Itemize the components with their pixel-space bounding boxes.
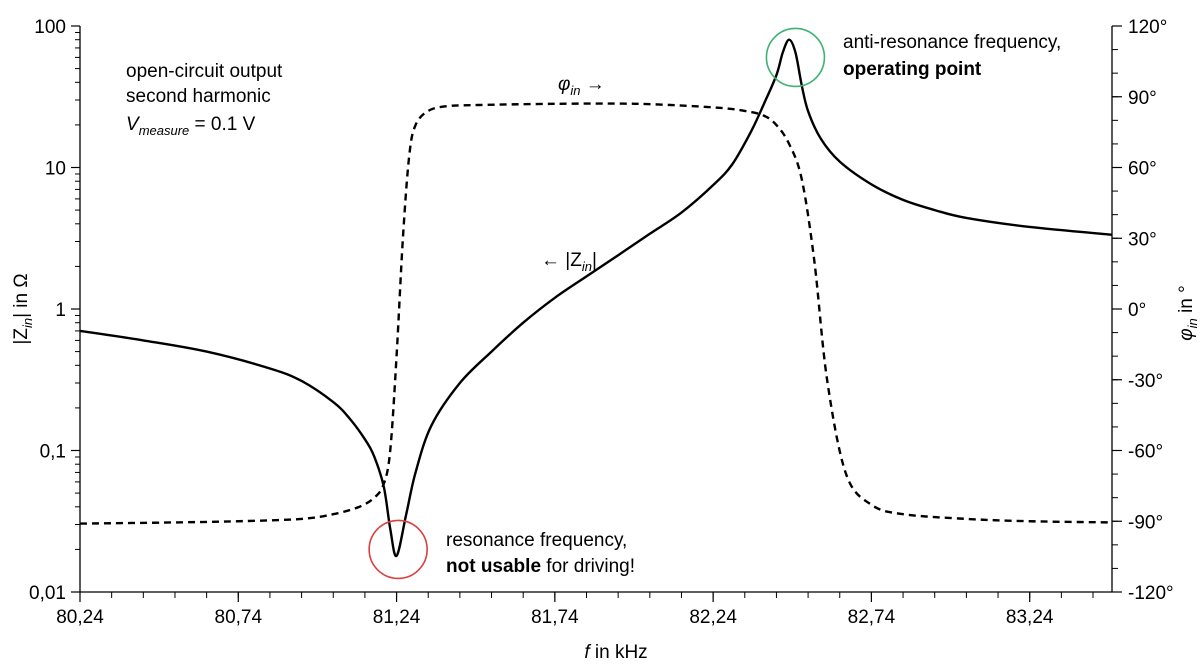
y-left-tick-label: 0,01 [29,583,66,604]
y-right-tick-label: 120° [1128,17,1167,38]
y-right-axis-title: φin in ° [1176,285,1200,340]
y-right-tick-label: -30° [1128,371,1163,392]
y-right-tick-label: -90° [1128,512,1163,533]
y-right-tick-label: 60° [1128,159,1157,180]
y-left-tick-label: 0,1 [40,442,66,463]
x-tick-label: 82,74 [848,607,896,628]
x-tick-label: 83,24 [1006,607,1054,628]
y-left-tick-label: 10 [45,159,66,180]
y-right-tick-label: 90° [1128,88,1157,109]
x-tick-label: 80,24 [56,607,104,628]
y-left-tick-label: 1 [55,300,66,321]
resonance-label-line1: resonance frequency, [446,530,627,551]
x-tick-label: 80,74 [215,607,263,628]
y-right-tick-label: -120° [1128,583,1174,604]
resonance-label-line2: not usable for driving! [446,556,635,577]
y-right-tick-label: -60° [1128,442,1163,463]
x-axis-title: f in kHz [584,642,647,663]
y-left-tick-label: 100 [34,17,66,38]
anti-resonance-label-line2: operating point [843,59,982,80]
phase-series-line [79,102,1113,525]
info-text-line1: open-circuit output [126,61,283,82]
resonance-marker-circle [368,519,428,580]
y-right-tick-label: 30° [1128,229,1157,250]
info-text-line2: second harmonic [126,86,271,107]
phase-series-label: φin → [558,74,605,98]
impedance-series-label: ← |Zin| [541,250,597,274]
y-left-axis-title: |Zin| in Ω [11,273,35,344]
anti-resonance-label-line1: anti-resonance frequency, [843,32,1061,53]
impedance-series-line [79,38,1113,558]
annotation-layer: open-circuit output second harmonic Vmeasu… [126,27,1061,580]
y-right-tick-label: 0° [1128,300,1146,321]
series-layer [79,38,1113,558]
x-tick-label: 82,24 [689,607,737,628]
x-tick-label: 81,74 [531,607,579,628]
info-text-line3: Vmeasure = 0.1 V [126,114,256,138]
grid-and-axes: 80,24 80,74 81,24 81,74 82,24 82,74 83,24 0,01 0… [11,17,1200,663]
anti-resonance-marker-circle [765,27,826,88]
x-tick-label: 81,24 [373,607,421,628]
